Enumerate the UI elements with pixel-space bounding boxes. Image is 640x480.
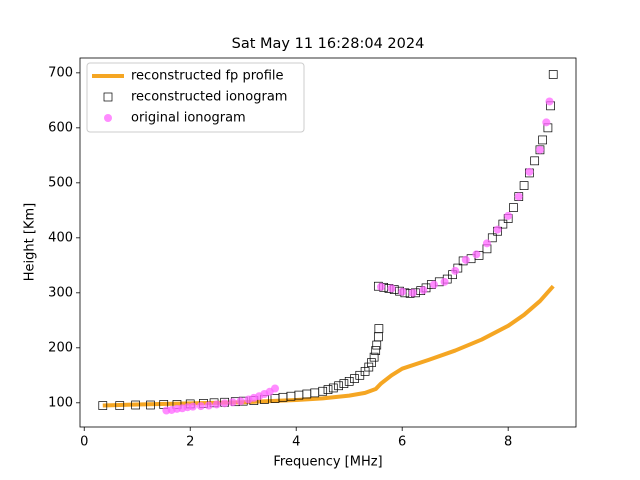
y-axis-label: Height [Km]	[23, 203, 38, 281]
circle-marker	[472, 250, 481, 259]
square-marker	[334, 381, 343, 391]
x-tick-label: 2	[186, 435, 194, 450]
square-marker	[509, 203, 518, 212]
circle-marker	[204, 401, 213, 410]
square-marker	[350, 374, 359, 383]
legend-box	[86, 62, 305, 133]
square-marker	[548, 70, 558, 79]
y-tick-label: 300	[48, 285, 73, 300]
legend-label: original ionogram	[131, 111, 246, 126]
y-tick-label: 700	[48, 65, 73, 80]
x-tick-label: 6	[398, 435, 406, 450]
circle-marker	[271, 384, 280, 393]
square-marker	[364, 362, 374, 372]
x-tick-label: 4	[292, 435, 300, 450]
circle-marker	[461, 255, 470, 264]
square-marker	[367, 358, 376, 368]
x-axis-label: Frequency [MHz]	[273, 455, 382, 470]
square-marker	[369, 352, 379, 362]
square-marker	[323, 385, 333, 394]
legend-key	[103, 92, 113, 102]
circle-marker	[493, 225, 502, 234]
square-marker	[318, 386, 328, 396]
y-tick-label: 500	[48, 175, 73, 190]
square-marker	[339, 379, 349, 388]
circle-marker	[545, 97, 554, 106]
square-marker	[374, 324, 384, 333]
square-marker	[98, 401, 108, 410]
circle-marker	[212, 400, 221, 409]
plot-frame	[79, 57, 577, 428]
circle-marker	[419, 286, 428, 295]
circle-marker	[451, 266, 460, 275]
circle-marker	[188, 402, 197, 411]
y-tick-label: 600	[48, 120, 73, 135]
circle-marker	[196, 402, 205, 411]
square-marker	[530, 156, 540, 166]
x-tick-label: 0	[80, 435, 88, 450]
circle-marker	[236, 397, 245, 406]
circle-marker	[376, 282, 385, 291]
circle-marker	[228, 398, 237, 407]
circle-marker	[525, 167, 534, 176]
circle-marker	[504, 211, 513, 220]
plot-area	[98, 70, 558, 415]
square-marker	[344, 377, 354, 386]
circle-marker	[514, 192, 523, 201]
y-tick-label: 200	[48, 340, 73, 355]
legend-label: reconstructed fp profile	[131, 69, 284, 84]
circle-marker	[440, 277, 449, 286]
square-marker	[538, 135, 547, 145]
legend-key	[104, 114, 112, 122]
circle-marker	[542, 118, 551, 127]
square-marker	[519, 181, 529, 190]
square-marker	[115, 401, 125, 410]
circle-marker	[429, 280, 438, 289]
circle-marker	[220, 399, 229, 408]
circle-marker	[535, 145, 544, 154]
x-tick-label: 8	[504, 435, 512, 450]
y-tick-label: 100	[48, 395, 73, 410]
square-marker	[328, 383, 338, 393]
circle-marker	[482, 239, 491, 248]
square-marker	[131, 400, 140, 410]
square-marker	[487, 233, 497, 243]
square-marker	[371, 346, 381, 355]
chart-title: Sat May 11 16:28:04 2024	[232, 36, 425, 52]
circle-marker	[398, 287, 407, 296]
square-marker	[498, 219, 508, 229]
legend-label: reconstructed ionogram	[131, 90, 287, 105]
legend: reconstructed fp profile reconstructed io…	[86, 62, 305, 133]
y-tick-label: 400	[48, 230, 73, 245]
square-marker	[146, 400, 155, 410]
circle-marker	[408, 288, 417, 297]
circle-marker	[387, 284, 396, 293]
